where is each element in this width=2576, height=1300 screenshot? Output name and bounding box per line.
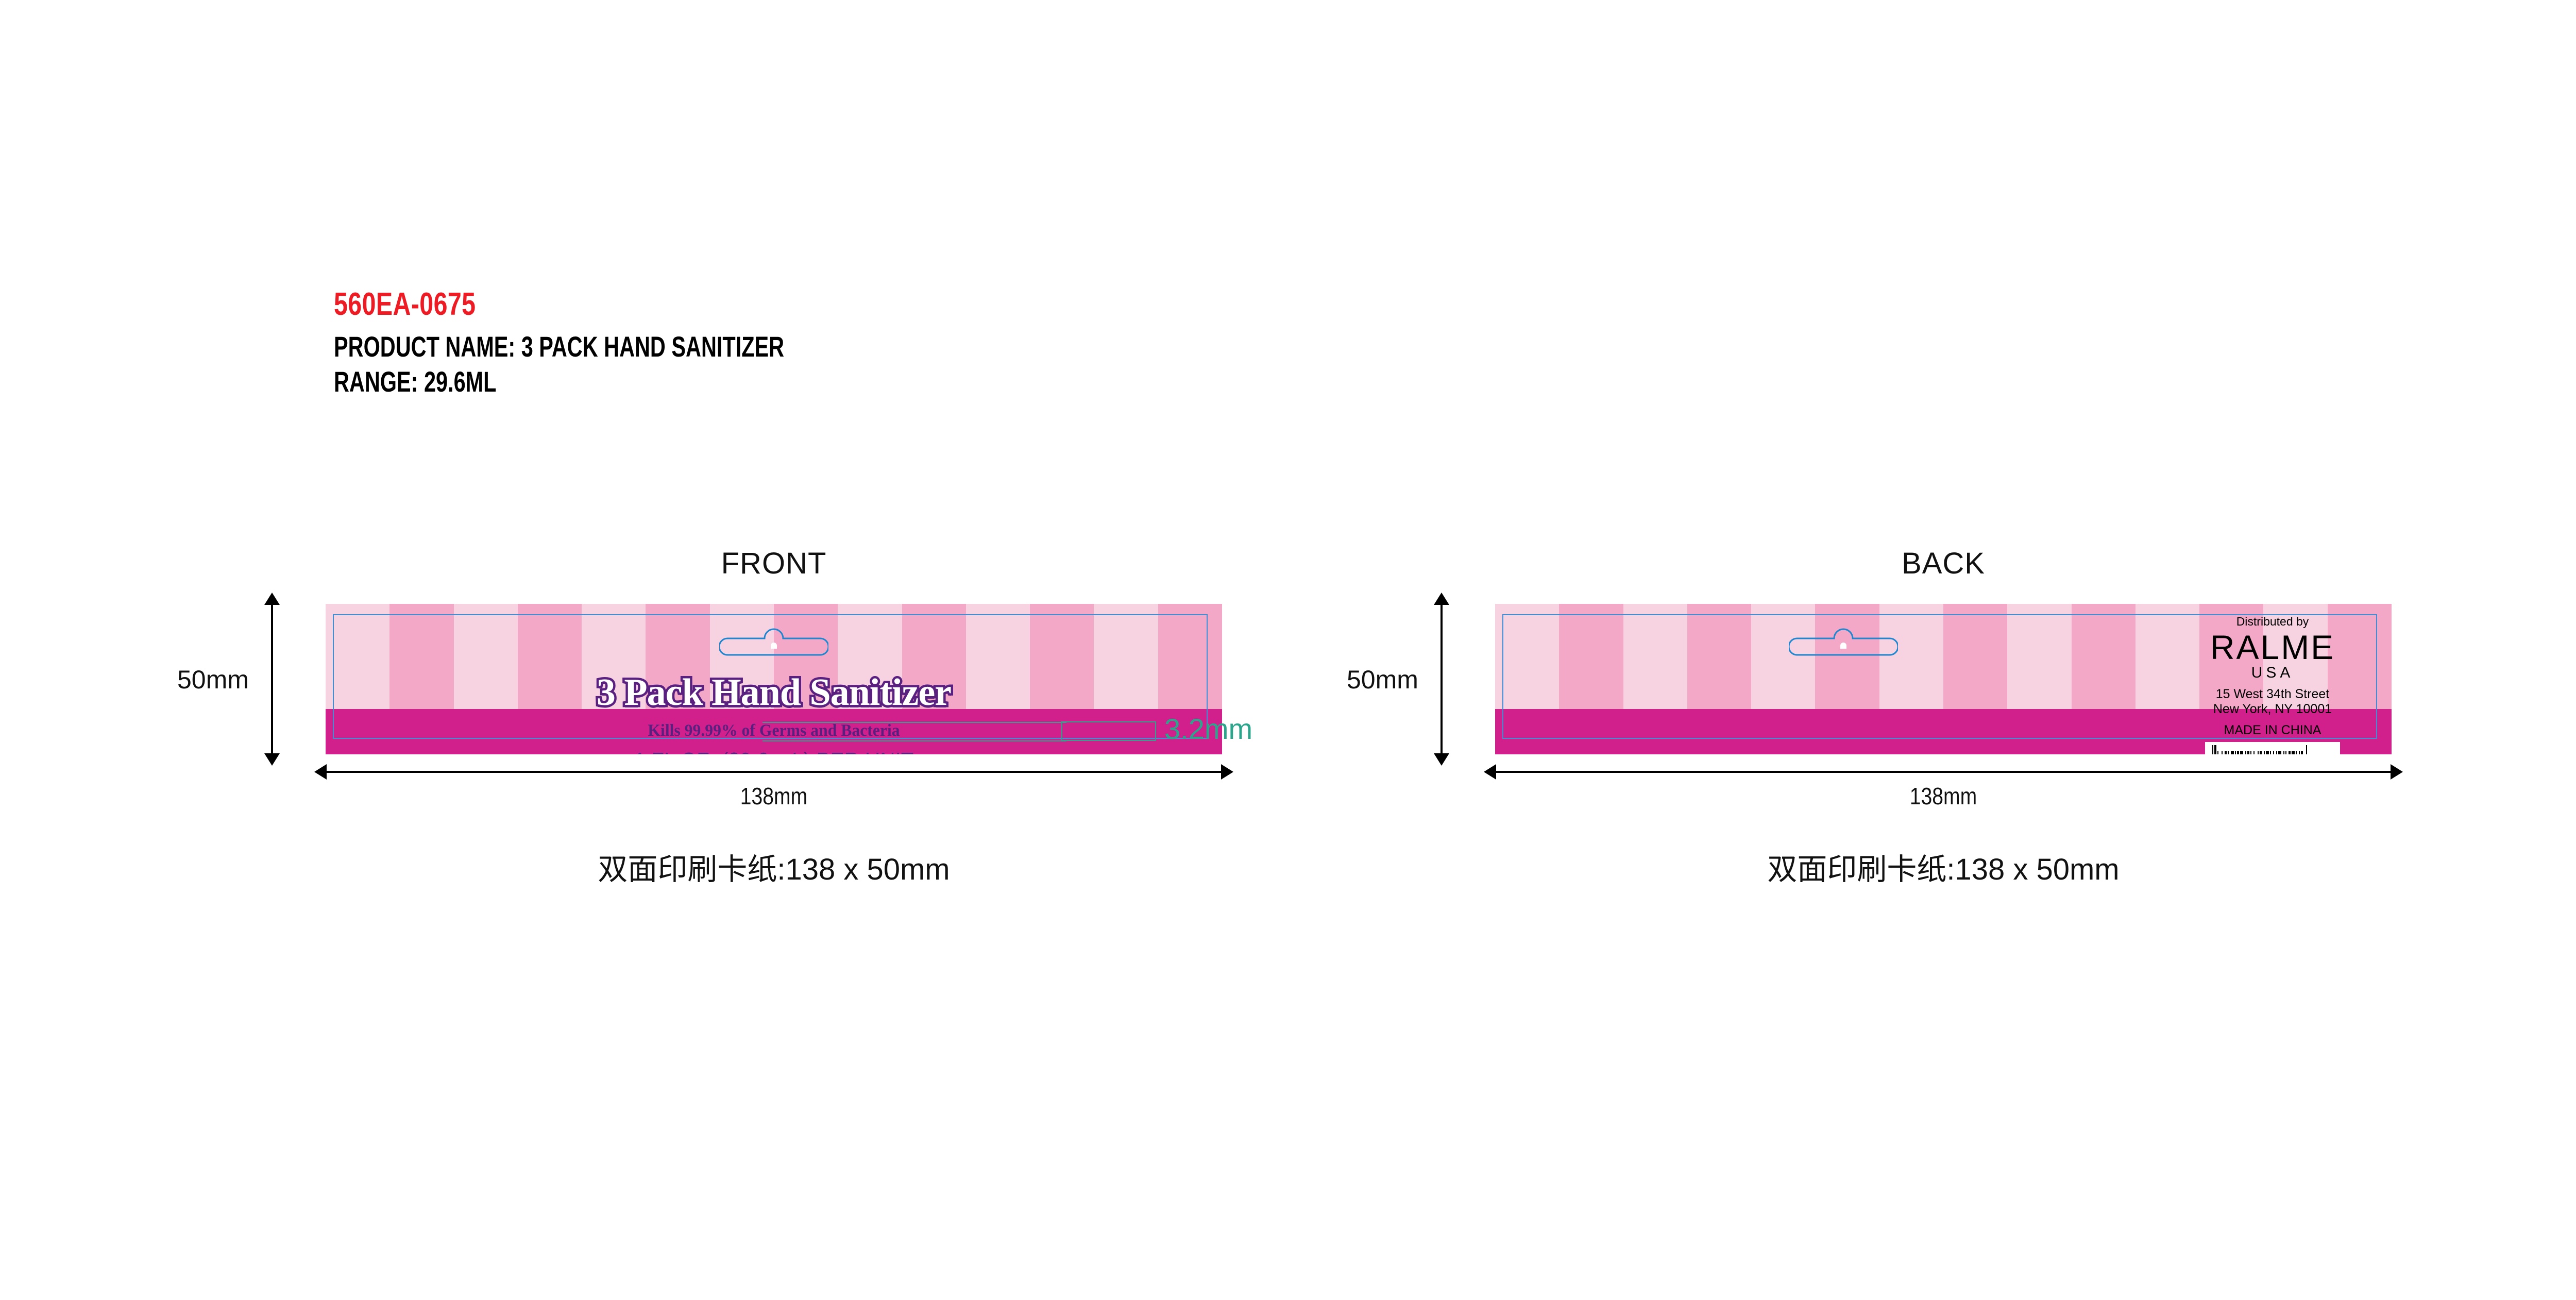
callout-label: 3.2mm	[1164, 713, 1253, 745]
artwork-net-quantity: 1 FL OZ. (29.6 mL) PER UNIT	[379, 747, 1168, 754]
distributed-by-label: Distributed by	[2236, 615, 2309, 628]
front-bottom-color-band	[326, 709, 1222, 754]
artwork-product-title: 3 Pack Hand Sanitizer	[594, 669, 954, 716]
country-of-origin: MADE IN CHINA	[2224, 723, 2321, 738]
address-line-1: 15 West 34th Street	[2215, 687, 2330, 702]
barcode: 6 88955 03308 5	[2205, 742, 2340, 754]
back-width-dimension-label: 138mm	[1909, 783, 1977, 809]
range-line: RANGE: 29.6ML	[334, 365, 497, 398]
front-width-dimension-arrow	[314, 764, 1233, 780]
hang-hole-icon	[719, 622, 828, 659]
spec-header: 560EA-0675 PRODUCT NAME: 3 PACK HAND SAN…	[334, 289, 1261, 399]
artwork-tagline: Kills 99.99% of Germs and Bacteria	[648, 721, 900, 740]
brand-subtitle: USA	[2251, 664, 2294, 682]
address-line-2: New York, NY 10001	[2213, 702, 2332, 717]
front-artwork-panel: 3 Pack Hand Sanitizer Kills 99.99% of Ge…	[326, 604, 1222, 754]
callout-3-2mm: 3.2mm	[762, 712, 1422, 758]
back-width-dimension-arrow	[1484, 764, 2403, 780]
callout-leader-line-bottom	[762, 740, 1066, 741]
hang-hole-icon	[1789, 622, 1898, 659]
front-panel-title: FRONT	[721, 547, 827, 580]
brand-name: RALME	[2210, 628, 2335, 667]
barcode-bars	[2212, 745, 2333, 754]
callout-measure-box	[1061, 721, 1156, 741]
back-label-block: Distributed by RALME USA 15 West 34th St…	[2191, 615, 2354, 754]
back-panel-caption: 双面印刷卡纸:138 x 50mm	[1767, 853, 2120, 886]
front-width-dimension-label: 138mm	[740, 783, 808, 809]
back-panel-title: BACK	[1902, 547, 1985, 580]
back-height-dimension-arrow	[1434, 593, 1449, 766]
product-code: 560EA-0675	[334, 286, 476, 322]
back-artwork-panel: Distributed by RALME USA 15 West 34th St…	[1495, 604, 2392, 754]
front-height-dimension-label: 50mm	[177, 665, 249, 694]
front-height-dimension-arrow	[264, 593, 280, 766]
callout-leader-line-top	[762, 722, 1066, 723]
front-panel-caption: 双面印刷卡纸:138 x 50mm	[598, 853, 950, 886]
front-stripe-pattern	[326, 604, 1222, 754]
product-name-line: PRODUCT NAME: 3 PACK HAND SANITIZER	[334, 330, 785, 363]
back-height-dimension-label: 50mm	[1347, 665, 1418, 694]
